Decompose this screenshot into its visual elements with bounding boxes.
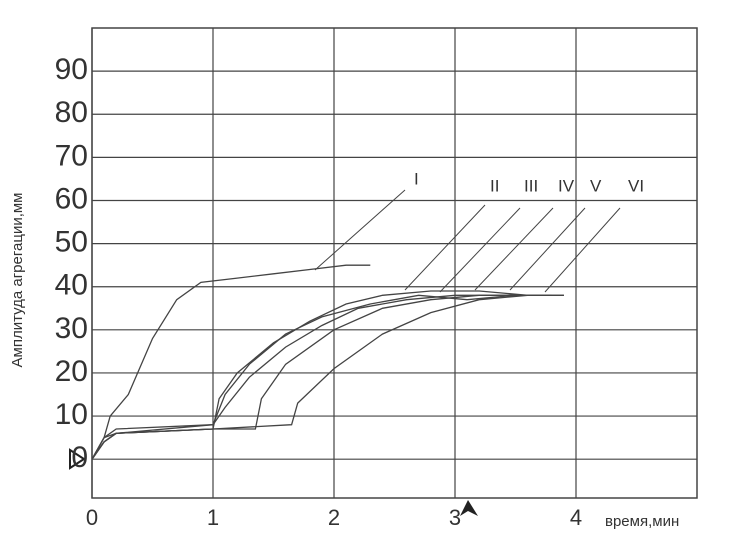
arrow-marker: [460, 500, 478, 516]
x-axis-label: время,мин: [605, 513, 679, 530]
y-tick-label: 80: [55, 96, 88, 129]
y-tick-label: 0: [71, 441, 88, 474]
leader-line: [509, 207, 586, 291]
legend-label: III: [524, 176, 538, 195]
y-axis-label: Амплитуда агрегации,мм: [9, 193, 26, 368]
start-marker: [69, 448, 86, 470]
legend-label: V: [590, 176, 602, 195]
x-tick-label: 4: [570, 505, 582, 530]
y-tick-label: 50: [55, 226, 88, 259]
series-line: [91, 294, 564, 460]
series-line: [91, 290, 528, 460]
legend-label: I: [414, 169, 419, 188]
legend-label: IV: [558, 176, 575, 195]
leader-line: [474, 207, 554, 291]
leader-line: [314, 189, 406, 271]
y-tick-label: 60: [55, 182, 88, 215]
legend-label: II: [490, 176, 499, 195]
leader-line: [404, 204, 486, 291]
series-line: [91, 294, 564, 460]
legend-label: VI: [628, 176, 644, 195]
series-line: [91, 294, 552, 460]
series-line: [91, 294, 516, 460]
leader-line: [439, 207, 521, 293]
x-tick-label: 1: [207, 505, 219, 530]
x-tick-label: 2: [328, 505, 340, 530]
y-tick-label: 20: [55, 355, 88, 388]
y-tick-label: 70: [55, 139, 88, 172]
y-tick-label: 30: [55, 312, 88, 345]
series-line: [91, 264, 371, 460]
leader-line: [544, 207, 621, 293]
y-tick-label: 90: [55, 53, 88, 86]
y-tick-label: 10: [55, 398, 88, 431]
y-tick-label: 40: [55, 269, 88, 302]
x-tick-label: 0: [86, 505, 98, 530]
x-tick-label: 3: [449, 505, 461, 530]
